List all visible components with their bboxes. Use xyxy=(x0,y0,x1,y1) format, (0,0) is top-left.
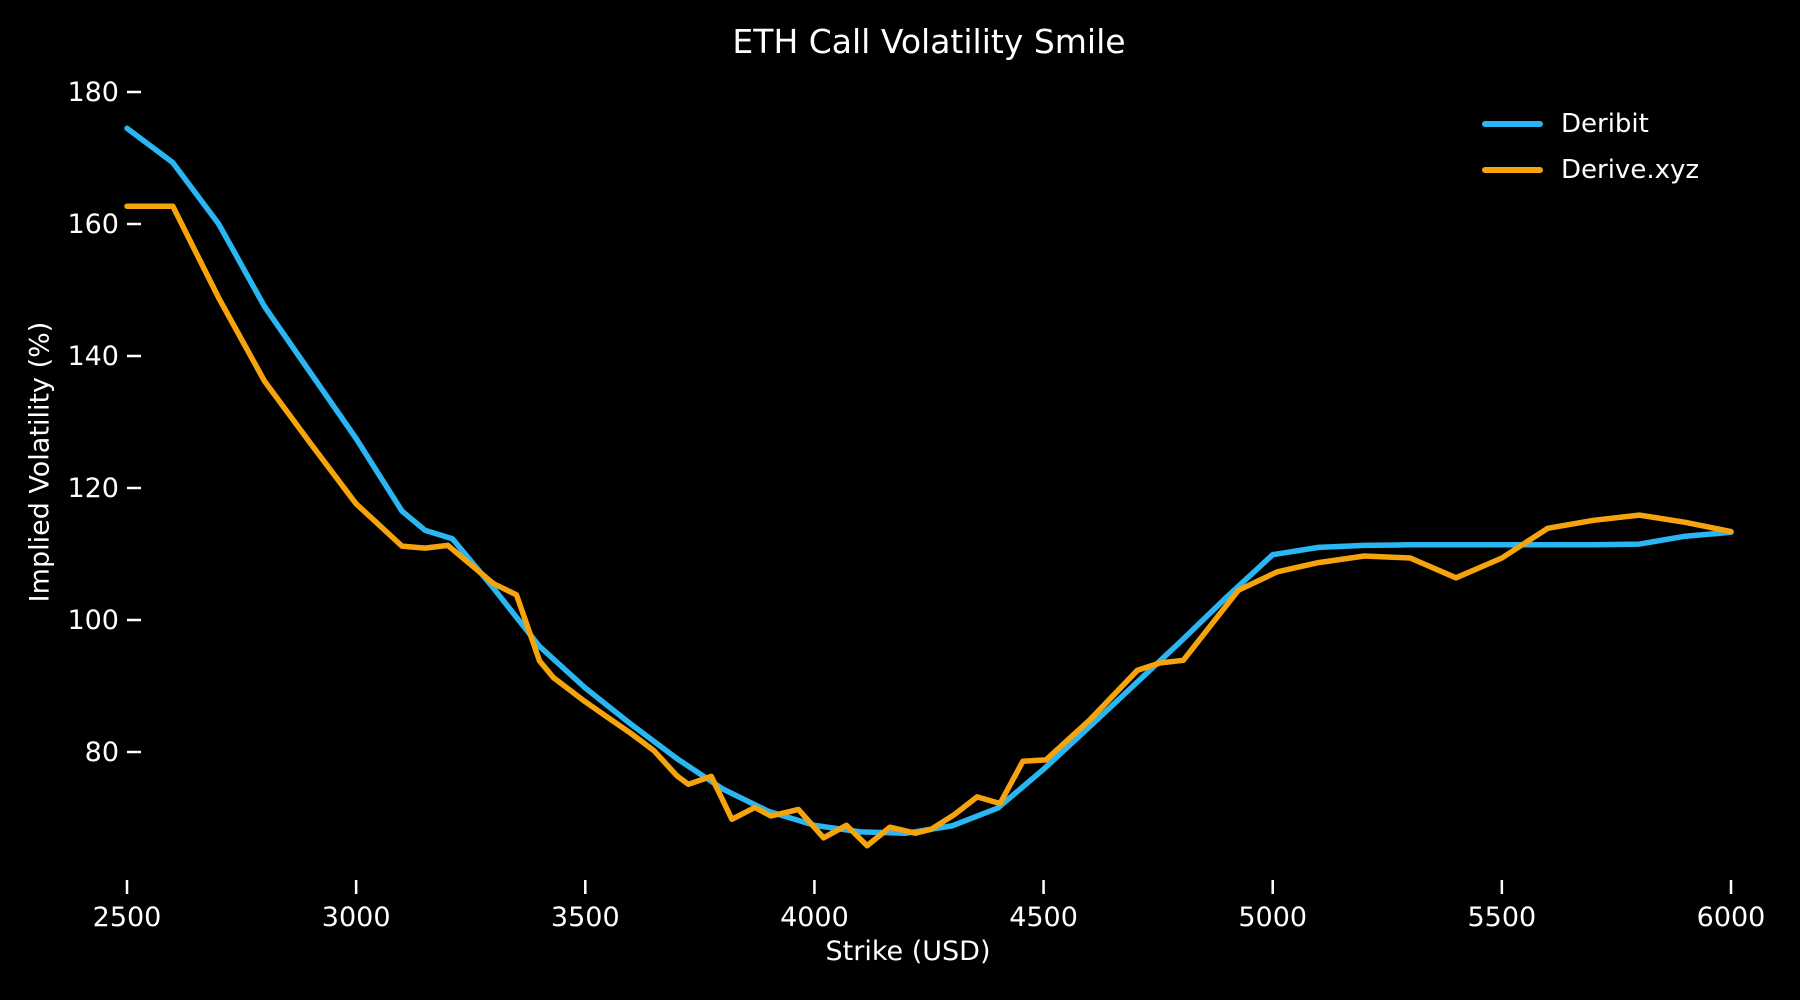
x-tick-label: 3000 xyxy=(322,902,391,933)
deribit-line xyxy=(124,125,1734,836)
x-tick-label: 5500 xyxy=(1467,902,1536,933)
y-tick-label: 160 xyxy=(67,209,119,240)
y-tick-label: 140 xyxy=(67,341,119,372)
deribit-line-swatch xyxy=(1482,121,1543,128)
y-tick-label: 180 xyxy=(67,77,119,108)
x-axis-label: Strike (USD) xyxy=(825,936,991,967)
x-tick-label: 2500 xyxy=(93,902,162,933)
legend-label-deribit: Deribit xyxy=(1561,109,1649,139)
legend-label-derive: Derive.xyz xyxy=(1561,154,1699,185)
x-tick-label: 4500 xyxy=(1009,902,1078,933)
y-tick-label: 100 xyxy=(67,605,119,636)
y-axis-label: Implied Volatility (%) xyxy=(24,321,56,603)
derive-line-swatch xyxy=(1482,166,1543,173)
legend-item-deribit: Deribit xyxy=(1482,110,1699,139)
x-tick-label: 5000 xyxy=(1238,902,1307,933)
x-tick-label: 6000 xyxy=(1697,902,1766,933)
y-tick-label: 80 xyxy=(85,737,119,768)
legend: Deribit Derive.xyz xyxy=(1482,110,1699,184)
chart-title: ETH Call Volatility Smile xyxy=(732,22,1126,61)
x-tick-label: 4000 xyxy=(780,902,849,933)
x-tick-label: 3500 xyxy=(551,902,620,933)
y-tick-label: 120 xyxy=(67,473,119,504)
legend-item-derive: Derive.xyz xyxy=(1482,154,1699,185)
derive-xyz-line xyxy=(124,203,1734,849)
